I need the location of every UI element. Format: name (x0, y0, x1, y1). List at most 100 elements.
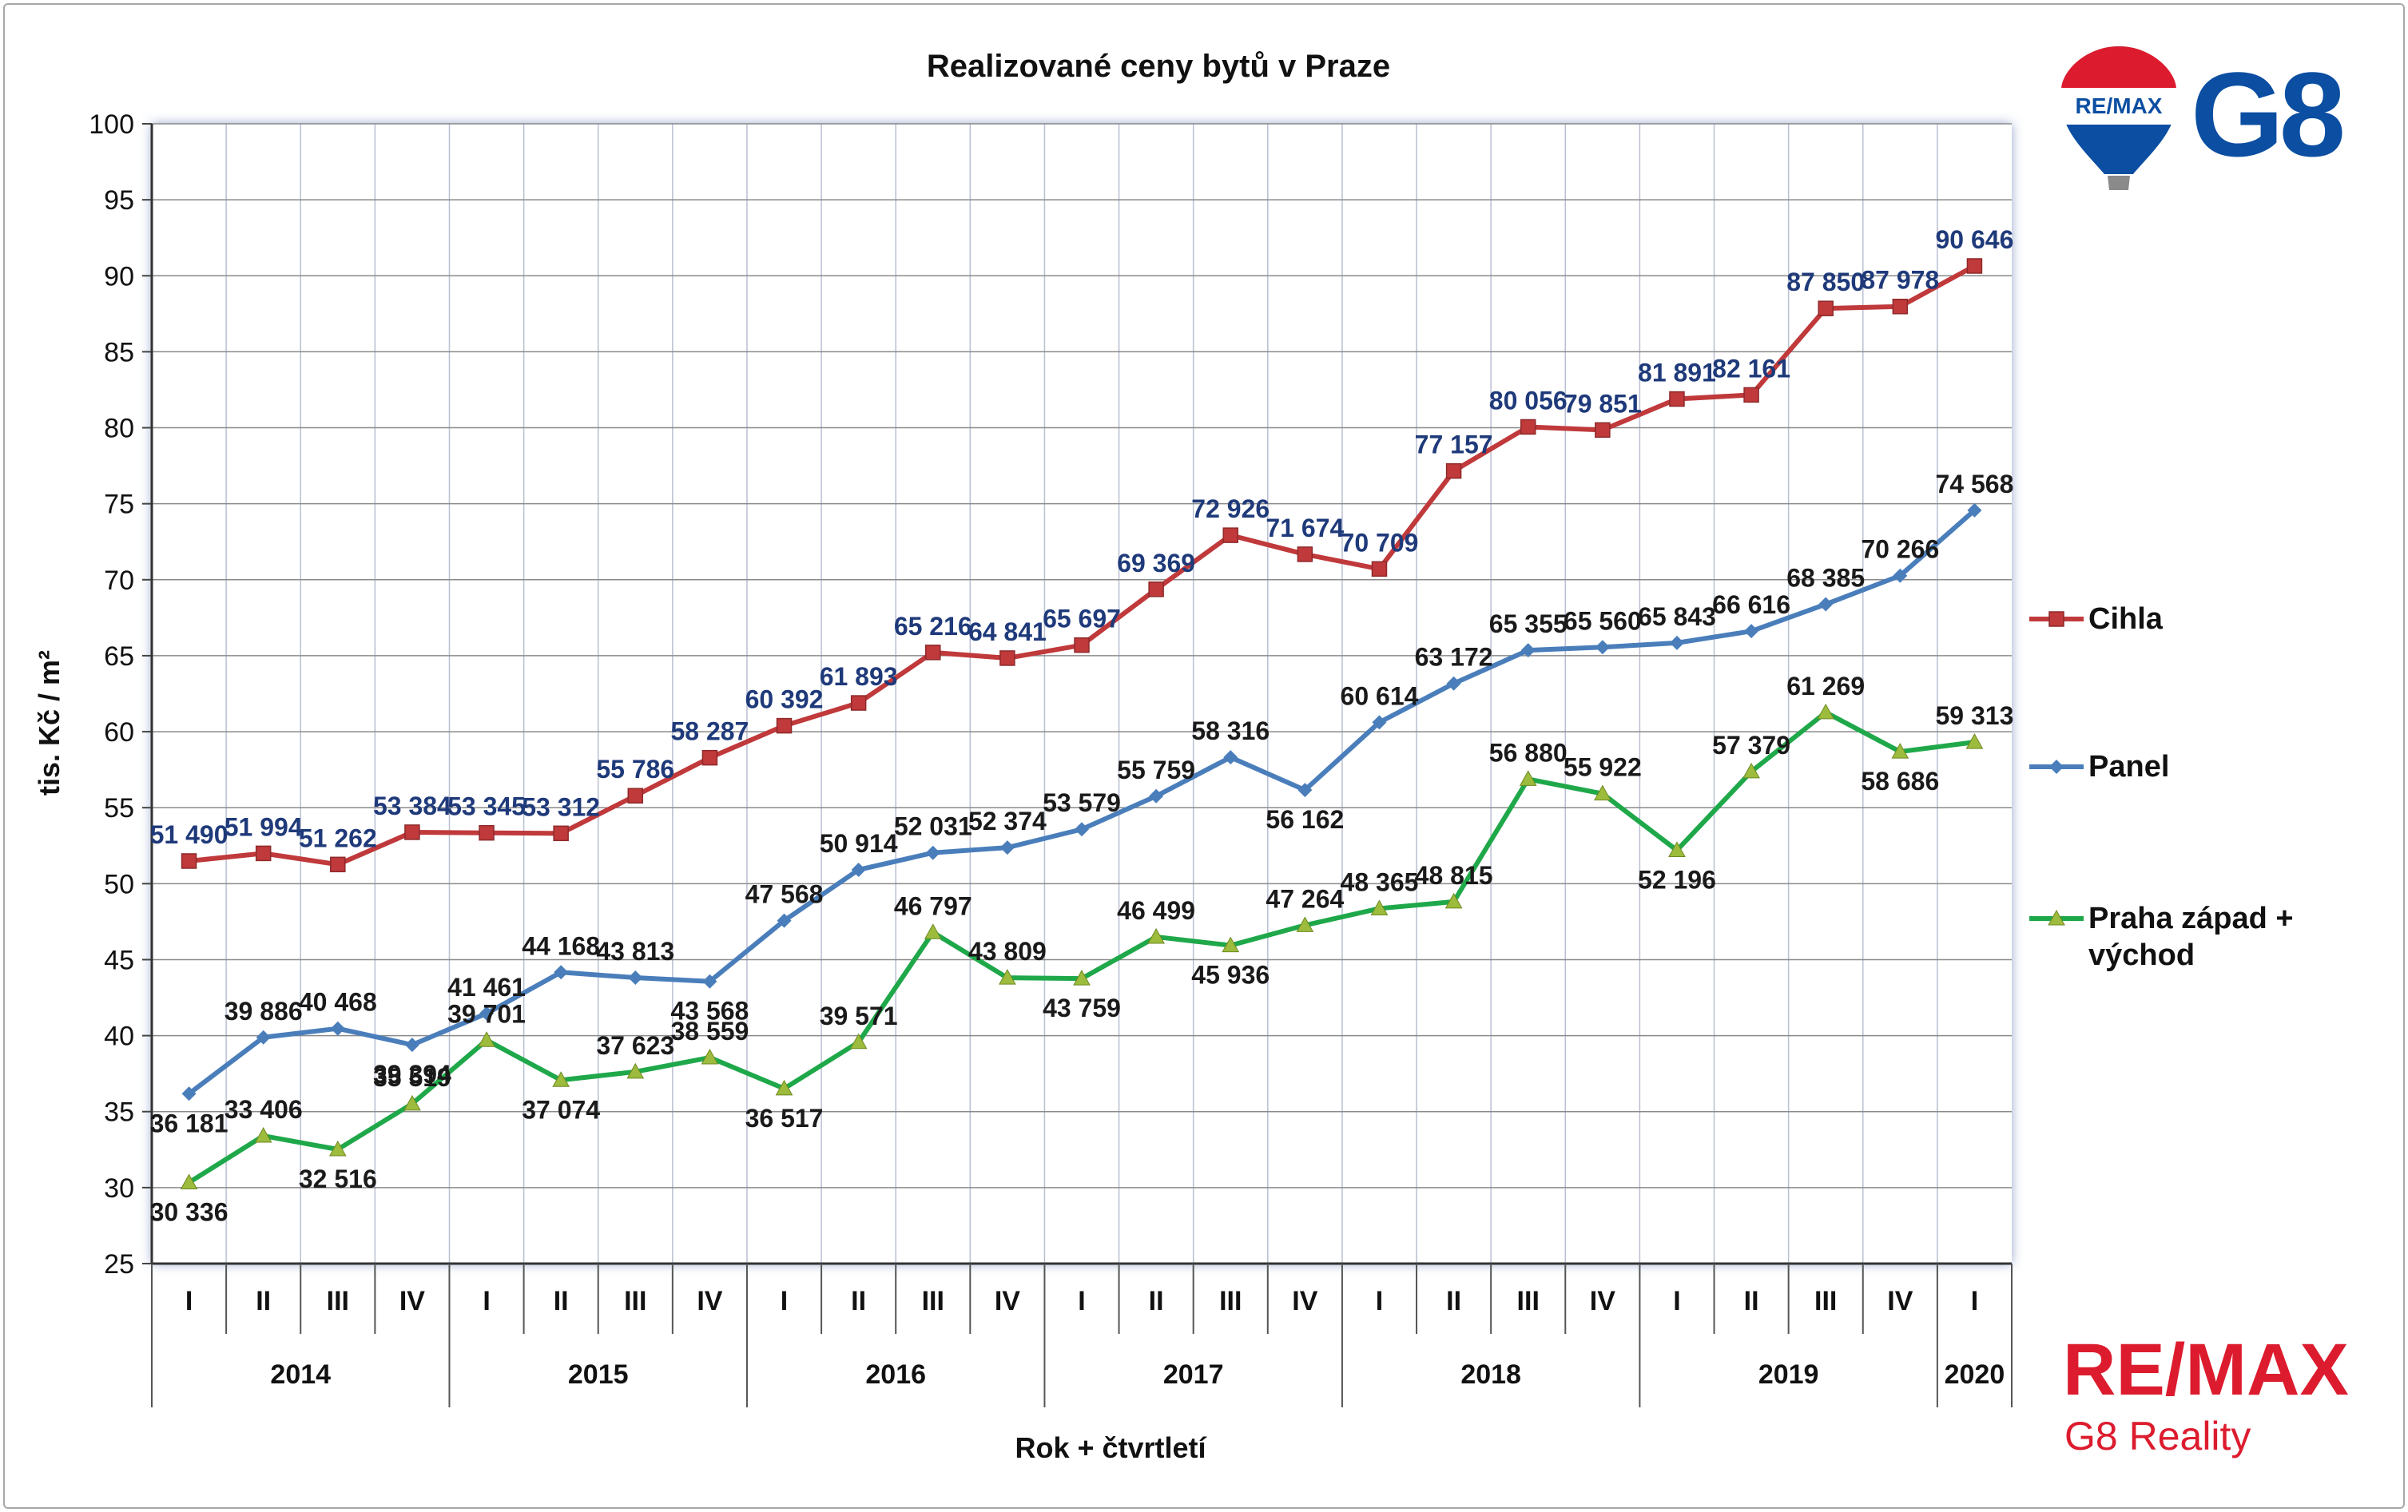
data-label: 65 843 (1638, 602, 1716, 631)
data-point (925, 645, 941, 661)
y-tick-label: 40 (104, 1022, 134, 1052)
data-label: 39 571 (820, 1002, 898, 1030)
x-tick-label-quarter: II (851, 1286, 866, 1316)
data-point (479, 824, 495, 841)
data-label: 45 936 (1191, 961, 1270, 990)
data-label: 47 264 (1266, 884, 1344, 913)
data-point (554, 965, 569, 980)
data-point (181, 853, 197, 869)
data-label: 37 074 (522, 1095, 600, 1124)
data-label: 56 162 (1266, 805, 1344, 834)
data-label: 47 568 (745, 880, 824, 909)
x-tick-label-quarter: I (781, 1286, 788, 1316)
y-tick-label: 90 (104, 261, 134, 292)
y-tick-label: 45 (104, 945, 134, 975)
data-point (1669, 391, 1685, 407)
data-label: 72 926 (1191, 494, 1270, 523)
data-point (1967, 502, 1982, 518)
data-point (1446, 676, 1461, 691)
legend-marker (2048, 611, 2064, 627)
y-tick-label: 65 (104, 641, 134, 672)
data-point (1297, 783, 1313, 798)
x-tick-label-quarter: III (1814, 1286, 1837, 1316)
x-tick-label-quarter: II (1446, 1286, 1461, 1316)
x-tick-label-quarter: I (185, 1286, 193, 1316)
y-tick-label: 55 (104, 793, 134, 823)
data-point (702, 974, 717, 989)
data-point (1519, 770, 1537, 786)
data-label: 36 517 (745, 1104, 824, 1133)
x-tick-label-year: 2014 (270, 1359, 331, 1390)
x-tick-label-quarter: IV (697, 1286, 722, 1316)
data-point (1818, 300, 1834, 316)
data-point (628, 970, 643, 986)
data-label: 55 759 (1117, 756, 1195, 784)
data-point (1444, 892, 1463, 909)
x-tick-label-quarter: III (1517, 1286, 1540, 1316)
data-label: 68 385 (1786, 564, 1865, 593)
data-label: 37 623 (596, 1031, 674, 1060)
data-point (1147, 927, 1165, 944)
x-tick-label-quarter: I (1078, 1286, 1085, 1316)
y-tick-label: 100 (89, 109, 134, 140)
remax-balloon-text: RE/MAX (2076, 93, 2163, 118)
data-point (999, 650, 1015, 666)
x-tick-label-quarter: IV (1292, 1286, 1317, 1316)
data-point (627, 788, 644, 804)
data-point (255, 845, 272, 862)
data-point (1372, 715, 1387, 730)
data-label: 87 978 (1861, 266, 1939, 295)
x-tick-label-quarter: III (327, 1286, 349, 1316)
data-point (1892, 298, 1909, 315)
x-tick-label-quarter: II (256, 1286, 271, 1316)
data-label: 36 181 (150, 1109, 228, 1137)
data-label: 43 568 (670, 997, 749, 1026)
data-point (851, 862, 866, 877)
data-label: 46 797 (894, 891, 972, 920)
data-label: 82 161 (1712, 354, 1790, 383)
data-label: 52 031 (894, 812, 972, 841)
g8-reality-name: G8 Reality (2064, 1414, 2251, 1458)
legend-label: Praha západ + (2088, 902, 2294, 935)
data-point (1893, 568, 1908, 583)
data-point (1669, 635, 1684, 650)
data-label: 40 468 (299, 988, 377, 1017)
data-point (1296, 916, 1314, 932)
data-label: 58 316 (1191, 716, 1270, 745)
data-label: 61 893 (820, 662, 898, 691)
data-label: 52 196 (1638, 866, 1716, 895)
data-point (999, 969, 1016, 985)
data-point (1593, 784, 1611, 801)
data-label: 41 461 (447, 973, 526, 1002)
x-tick-label-quarter: IV (1887, 1286, 1913, 1316)
x-tick-label-quarter: I (1673, 1286, 1680, 1316)
data-label: 51 262 (299, 823, 377, 852)
data-label: 55 922 (1564, 753, 1642, 782)
data-point (1891, 743, 1909, 759)
data-point (999, 840, 1015, 855)
data-label: 61 269 (1786, 672, 1865, 700)
data-label: 35 519 (373, 1063, 451, 1092)
remax-balloon-logo: RE/MAX (2061, 46, 2176, 190)
data-label: 64 841 (968, 617, 1047, 646)
data-point (775, 1079, 793, 1096)
data-label: 70 266 (1861, 535, 1939, 564)
data-point (1371, 561, 1388, 577)
data-point (403, 1094, 421, 1111)
legend-label: Panel (2088, 750, 2169, 784)
data-label: 39 394 (373, 1060, 451, 1089)
data-point (1297, 546, 1313, 562)
data-point (181, 1086, 197, 1101)
x-tick-label-year: 2020 (1945, 1359, 2005, 1390)
y-tick-label: 75 (104, 490, 134, 520)
y-tick-label: 70 (104, 566, 134, 596)
plot-background (152, 124, 2012, 1264)
data-label: 53 384 (373, 792, 451, 820)
legend: Cihla Panel Praha západ + východ (2029, 602, 2294, 972)
data-label: 48 815 (1415, 861, 1493, 890)
data-point (924, 923, 942, 939)
data-point (254, 1127, 272, 1143)
x-tick-label-year: 2016 (865, 1359, 926, 1390)
data-point (1818, 597, 1834, 612)
legend-marker (2049, 760, 2064, 774)
